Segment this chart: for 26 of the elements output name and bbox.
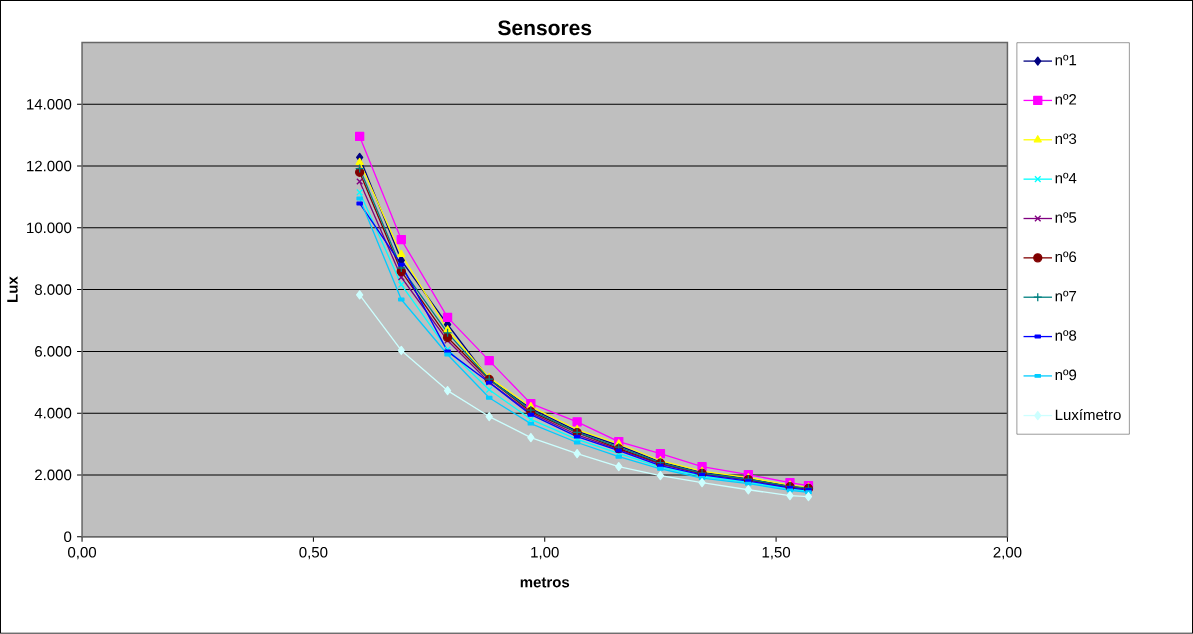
y-axis-title: Lux — [7, 276, 18, 303]
x-tick-label: 0,50 — [299, 547, 328, 560]
x-tick-label: 1,50 — [762, 547, 791, 560]
y-tick-label: 2.000 — [35, 469, 72, 481]
y-tick-label: 10.000 — [27, 222, 72, 234]
y-tick-label: 8.000 — [34, 284, 72, 296]
legend-label: nº7 — [1055, 290, 1077, 302]
x-tick-label: 2,00 — [993, 547, 1022, 560]
legend-label: nº2 — [1055, 94, 1077, 105]
y-tick-label: 0 — [64, 531, 72, 543]
x-tick-label: 0,00 — [68, 547, 97, 560]
legend-label: nº4 — [1055, 172, 1077, 184]
x-axis-title: metros — [520, 577, 570, 588]
y-tick-label: 12.000 — [27, 160, 72, 172]
legend-label: nº3 — [1055, 133, 1077, 145]
chart-title: Sensores — [498, 20, 592, 36]
y-tick-label: 6.000 — [35, 346, 72, 357]
legend-label: nº1 — [1055, 54, 1077, 66]
legend-label: nº6 — [1055, 251, 1077, 263]
x-tick-label: 1,00 — [531, 547, 559, 560]
y-tick-label: 14.000 — [27, 99, 72, 110]
legend-label: nº5 — [1055, 212, 1077, 223]
legend-label: nº8 — [1055, 330, 1077, 341]
legend-label: Luxímetro — [1055, 409, 1121, 421]
y-tick-label: 4.000 — [34, 407, 72, 419]
legend-label: nº9 — [1055, 369, 1077, 381]
